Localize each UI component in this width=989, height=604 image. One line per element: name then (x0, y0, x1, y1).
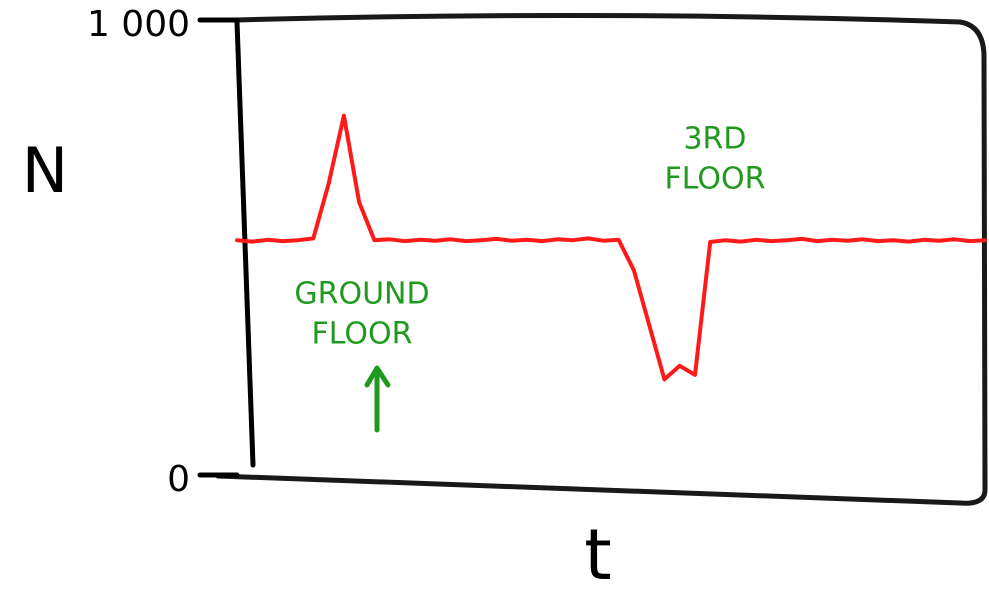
annotation: 3RD (683, 122, 746, 157)
annotation: FLOOR (665, 162, 766, 197)
annotation: GROUND (294, 277, 429, 312)
y-axis-label: N (22, 134, 68, 207)
x-axis-label: t (584, 514, 611, 596)
y-tick-label: 0 (167, 459, 190, 500)
arrow (367, 368, 388, 430)
y-tick-label: 1 000 (87, 4, 190, 45)
y-axis (237, 22, 253, 465)
chart: N t 0 1 000 GROUND FLOOR 3RD FLOOR (0, 0, 989, 604)
annotation: FLOOR (312, 317, 413, 352)
plot-frame (218, 15, 985, 503)
